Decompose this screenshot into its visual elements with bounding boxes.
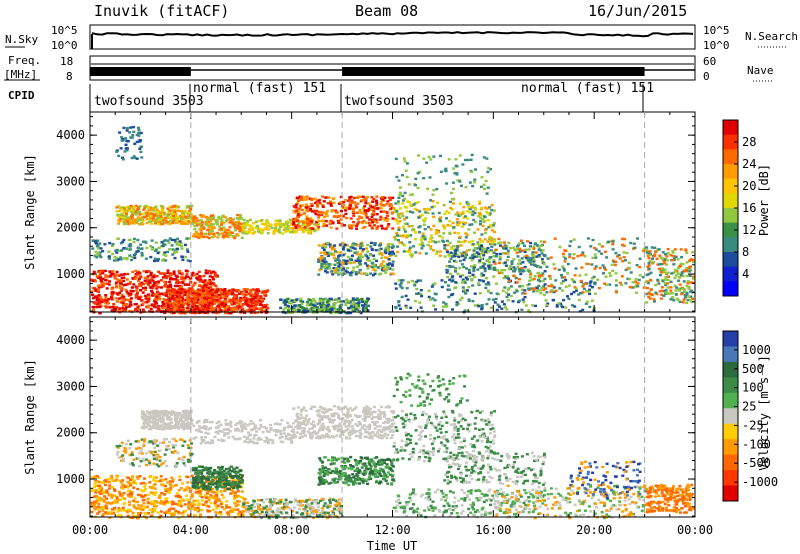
p1-ytick-2: 3000 <box>56 174 85 188</box>
p2-xtick-1: 04:00 <box>173 523 209 537</box>
velocity-panel: 1000 2000 3000 4000 00:00 04:00 08:00 12:00 16:0… <box>23 316 778 537</box>
colorbar2-tick-7: -1000 <box>742 475 778 489</box>
station-title: Inuvik (fitACF) <box>94 2 230 20</box>
colorbar2-tick-1: 500 <box>742 362 764 376</box>
cpid-panel: CPID twofsound 3503 normal (fast) 151 tw… <box>8 81 654 112</box>
colorbar2-tick-0: 1000 <box>742 343 771 357</box>
colorbar1-tick-6: 4 <box>742 267 749 281</box>
cpid-segment-1: normal (fast) 151 <box>193 81 326 96</box>
beam-title: Beam 08 <box>355 2 419 20</box>
nave-label: Nave <box>747 64 774 77</box>
nsky-panel: N.Sky 10^5 10^0 10^5 10^0 N.Search <box>5 24 798 52</box>
p2-xtick-2: 08:00 <box>274 523 310 537</box>
p2-xtick-5: 20:00 <box>576 523 612 537</box>
cpid-segment-0: twofsound 3503 <box>94 94 204 109</box>
nave-tick-bottom: 0 <box>703 70 710 83</box>
colorbar1-tick-3: 16 <box>742 201 756 215</box>
nsky-tick-right-top: 10^5 <box>703 24 730 37</box>
freq-panel: Freq. [MHz] 18 8 60 0 Nave <box>4 54 774 83</box>
p1-ytick-1: 2000 <box>56 221 85 235</box>
p2-xtick-4: 16:00 <box>475 523 511 537</box>
freq-tick-bottom: 8 <box>66 70 73 83</box>
date-title: 16/Jun/2015 <box>588 2 688 20</box>
colorbar2-tick-3: 25 <box>742 400 756 414</box>
p2-ytick-2: 3000 <box>56 379 85 393</box>
cpid-segment-2: twofsound 3503 <box>344 94 454 109</box>
x-axis-label: Time UT <box>367 539 418 553</box>
colorbar2-tick-4: -25 <box>742 418 764 432</box>
power-ylabel: Slant Range [km] <box>23 154 37 270</box>
nsky-tick-left-bottom: 10^0 <box>51 39 78 52</box>
p2-xtick-6: 00:00 <box>677 523 713 537</box>
colorbar1-tick-1: 24 <box>742 157 756 171</box>
nsky-tick-left-top: 10^5 <box>51 24 78 37</box>
p1-ytick-3: 4000 <box>56 128 85 142</box>
colorbar2-tick-5: -100 <box>742 437 771 451</box>
power-colorbar-label: Power [dB] <box>757 164 771 236</box>
colorbar2-tick-6: -500 <box>742 456 771 470</box>
nave-tick-top: 60 <box>703 55 716 68</box>
p2-xtick-0: 00:00 <box>72 523 108 537</box>
nsky-tick-right-bottom: 10^0 <box>703 39 730 52</box>
p1-ytick-0: 1000 <box>56 267 85 281</box>
colorbar1-tick-0: 28 <box>742 135 756 149</box>
colorbar2-tick-2: 100 <box>742 381 764 395</box>
velocity-ylabel: Slant Range [km] <box>23 359 37 475</box>
nave-bar-2 <box>342 67 645 76</box>
colorbar1-tick-4: 12 <box>742 223 756 237</box>
freq-label: Freq. <box>8 54 41 67</box>
nsky-label: N.Sky <box>5 33 38 46</box>
colorbar1-tick-5: 8 <box>742 245 749 259</box>
colorbar1-tick-2: 20 <box>742 179 756 193</box>
nsearch-label: N.Search <box>745 30 798 43</box>
p2-ytick-1: 2000 <box>56 426 85 440</box>
velocity-scatter <box>90 372 695 520</box>
nave-bars <box>90 67 695 76</box>
velocity-colorbar-label: Velocity [m s⁻¹] <box>757 355 771 471</box>
cpid-segment-3: normal (fast) 151 <box>521 81 654 96</box>
p2-ytick-3: 4000 <box>56 333 85 347</box>
power-panel: 1000 2000 3000 4000 Slant Range [km] 28 24 20… <box>23 111 771 315</box>
nave-bar-0 <box>90 67 191 76</box>
freq-tick-top: 18 <box>60 55 73 68</box>
velocity-colorbar: 1000 500 100 25 -25 -100 -500 -1000 <box>722 330 778 502</box>
freq-unit-label: [MHz] <box>4 68 37 81</box>
nsky-trace <box>91 31 694 38</box>
power-colorbar: 28 24 20 16 12 8 4 <box>722 119 756 297</box>
power-scatter <box>90 125 695 315</box>
cpid-label: CPID <box>8 89 35 102</box>
p2-ytick-0: 1000 <box>56 472 85 486</box>
p2-xtick-3: 12:00 <box>374 523 410 537</box>
